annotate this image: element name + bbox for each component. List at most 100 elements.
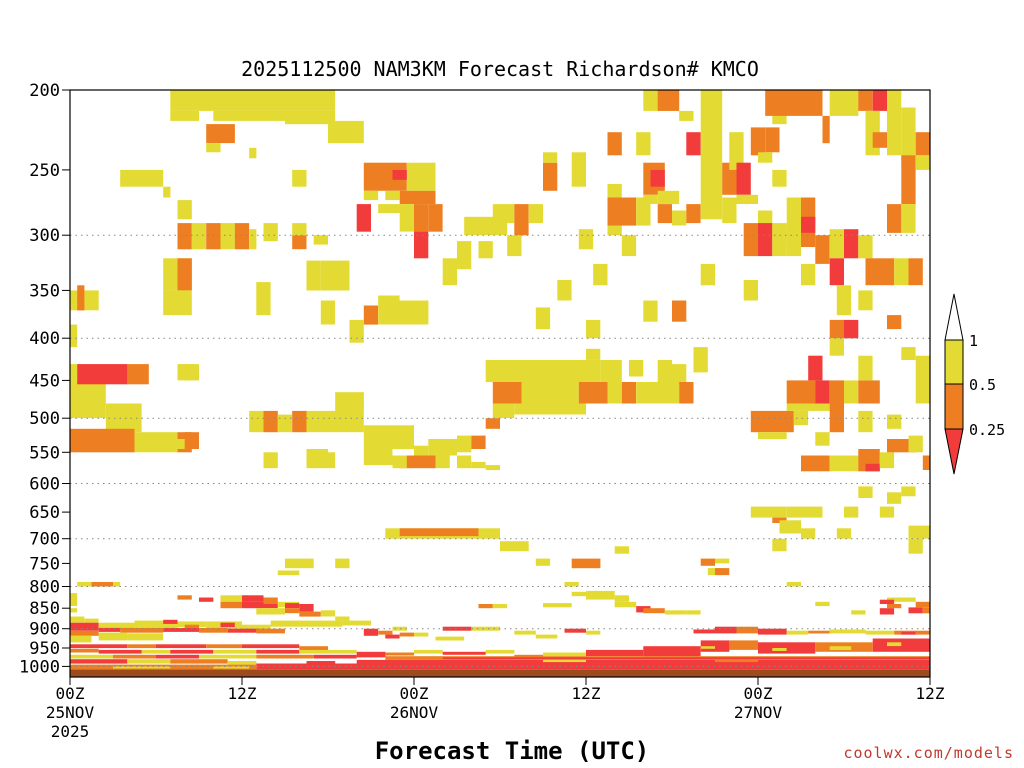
heat-cell: [607, 132, 622, 156]
heat-cell: [356, 651, 386, 658]
heat-cell: [392, 169, 407, 180]
heat-cell: [292, 169, 307, 187]
heat-cell: [722, 197, 737, 224]
heat-cell: [679, 110, 694, 121]
heat-cell: [399, 190, 436, 205]
heat-cell: [485, 360, 543, 383]
y-tick-label: 350: [29, 281, 60, 301]
heat-cell: [120, 169, 164, 187]
heat-cell: [263, 410, 278, 433]
heat-cell: [908, 538, 923, 554]
y-tick-label: 250: [29, 161, 60, 181]
heat-cell: [858, 486, 873, 498]
heat-cell: [378, 204, 414, 214]
heat-cell: [915, 132, 930, 156]
x-tick-label: 12Z: [572, 684, 601, 703]
heat-cell: [829, 90, 859, 116]
heat-cell: [865, 630, 895, 635]
heat-cell: [285, 608, 300, 614]
heat-cell: [750, 127, 766, 156]
heat-cell: [285, 603, 300, 609]
heat-cell: [571, 152, 586, 187]
heat-cell: [772, 517, 787, 523]
heat-cell: [442, 258, 457, 286]
heat-cell: [535, 634, 558, 639]
heat-cell: [887, 604, 902, 609]
heat-cell: [199, 654, 257, 659]
heat-cell: [177, 223, 192, 250]
y-tick-label: 300: [29, 226, 60, 246]
heat-cell: [829, 455, 859, 472]
heat-cell: [564, 582, 579, 587]
heat-cell: [328, 452, 336, 469]
heat-cell: [414, 445, 429, 459]
heat-cell: [879, 599, 895, 604]
heat-cell: [428, 439, 457, 456]
heat-cell: [105, 403, 142, 433]
heat-cell: [256, 282, 271, 316]
y-axis: 200 250 300 350 400 450 500 550 600 650 700 750 8008…: [19, 81, 70, 677]
heat-cell: [457, 435, 472, 453]
heat-cell: [808, 630, 830, 634]
heat-cell: [887, 492, 902, 504]
heat-cell: [70, 593, 78, 606]
heat-cell: [385, 652, 414, 656]
heat-cell: [700, 263, 715, 286]
heat-cell: [156, 644, 207, 649]
heat-cell: [801, 216, 816, 233]
heat-cell: [915, 601, 930, 608]
heat-cell: [743, 280, 758, 301]
heat-cell: [363, 190, 379, 201]
heat-cell: [636, 197, 651, 226]
heat-cell: [349, 319, 364, 343]
heat-cell: [256, 628, 285, 634]
heat-cell: [758, 642, 816, 654]
heat-cell: [263, 452, 278, 469]
heat-cell: [901, 486, 916, 497]
heat-cell: [385, 190, 400, 201]
heat-cell: [492, 382, 522, 404]
heat-cell: [98, 649, 142, 654]
heat-cell: [478, 241, 493, 259]
heat-cell: [414, 231, 429, 259]
heat-cell: [457, 455, 472, 469]
heat-cell: [543, 652, 586, 657]
heat-cell: [779, 520, 801, 534]
heat-cell: [170, 90, 336, 111]
colorbar-label: 1: [969, 332, 978, 350]
heat-cell: [851, 610, 866, 615]
heat-cell: [844, 506, 859, 518]
heat-cell: [772, 538, 787, 552]
heat-cell: [363, 628, 379, 636]
x-tick-label: 00Z: [744, 684, 773, 703]
heat-cell: [571, 558, 601, 569]
heat-cell: [858, 290, 873, 311]
heat-cell: [908, 607, 923, 614]
heat-cell: [772, 169, 787, 187]
heat-cell: [858, 355, 873, 381]
heat-cell: [335, 616, 350, 621]
y-tick-label: 800: [29, 578, 60, 598]
heat-cell: [621, 382, 637, 404]
heat-cell: [177, 621, 207, 627]
heat-cell: [514, 403, 586, 415]
heat-cell: [485, 649, 515, 654]
heat-cell: [306, 260, 321, 291]
x-tick-label: 00Z: [400, 684, 429, 703]
heat-cell: [156, 654, 199, 659]
heat-cell: [363, 305, 379, 325]
heat-cell: [177, 258, 192, 291]
x-tick-label: 2025: [51, 722, 90, 741]
ground-band: [70, 669, 930, 677]
heat-cell: [256, 649, 300, 654]
heat-cell: [872, 132, 887, 148]
heat-cell: [887, 204, 902, 233]
heat-cell: [707, 568, 723, 576]
heat-cell: [564, 628, 586, 633]
heat-cell: [70, 635, 92, 643]
y-tick-label: 450: [29, 371, 60, 391]
x-tick-label: 26NOV: [390, 703, 439, 722]
y-tick-label: 650: [29, 503, 60, 523]
heat-cell: [392, 626, 407, 631]
